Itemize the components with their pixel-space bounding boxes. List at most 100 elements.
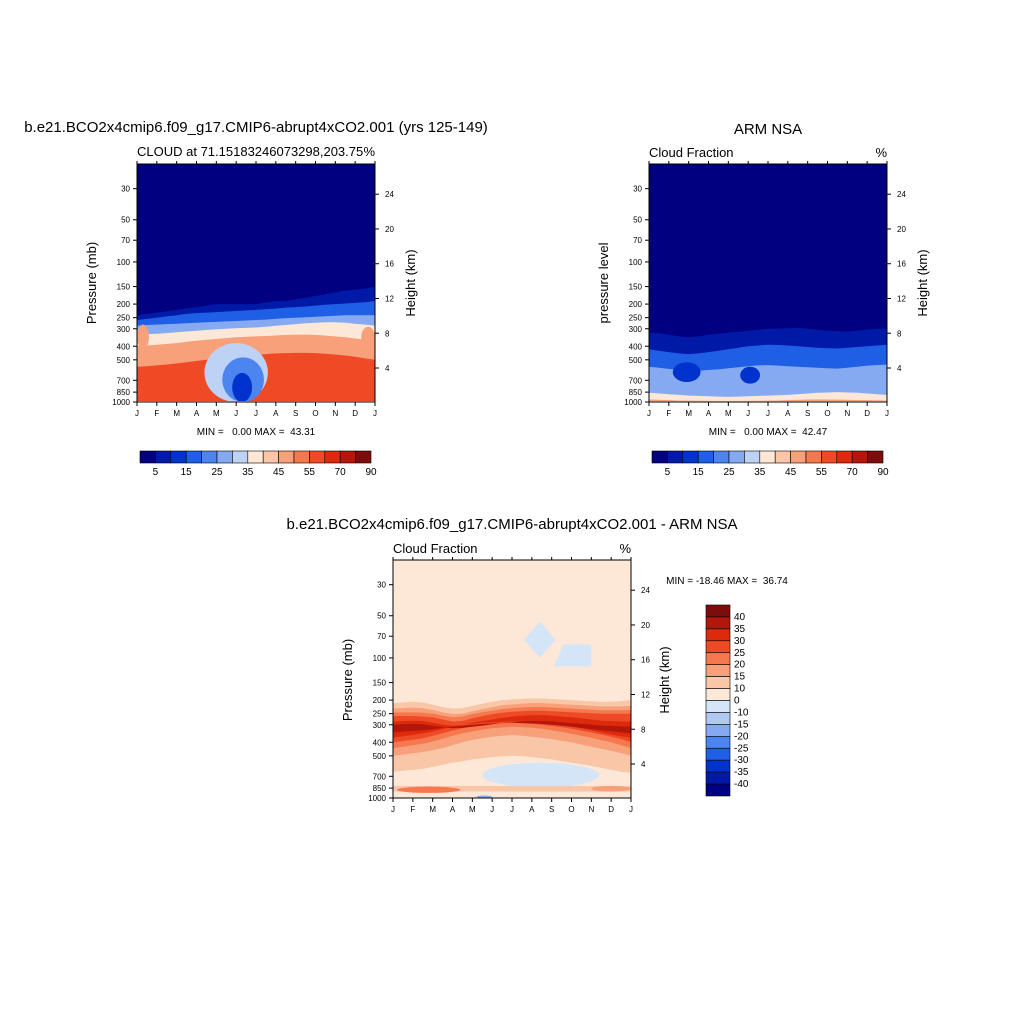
- field-layers: [137, 164, 375, 402]
- colorbar-label: -40: [734, 779, 749, 790]
- colorbar-label: -10: [734, 707, 749, 718]
- panel-2-field: [393, 560, 631, 798]
- x-tick-label: M: [725, 409, 732, 418]
- colorbar-label: -25: [734, 743, 749, 754]
- x-tick-label: J: [373, 409, 377, 418]
- y-tick-label: 100: [373, 654, 387, 663]
- colorbar-swatch: [705, 652, 731, 665]
- y-right-tick-label: 12: [641, 690, 650, 699]
- colorbar-swatch: [697, 450, 714, 464]
- colorbar-swatch: [705, 688, 731, 701]
- y-tick-label: 850: [629, 388, 643, 397]
- colorbar-label: 30: [734, 636, 746, 647]
- contour-fill: [393, 715, 631, 738]
- colorbar-label: 25: [211, 467, 223, 478]
- colorbar-swatch: [821, 450, 838, 464]
- colorbar-swatch: [262, 450, 279, 464]
- x-tick-label: A: [450, 805, 456, 814]
- y-tick-label: 250: [373, 710, 387, 719]
- colorbar-label: 5: [153, 467, 159, 478]
- colorbar-swatch: [705, 664, 731, 677]
- y-tick-label: 200: [373, 696, 387, 705]
- contour-fill: [393, 721, 631, 734]
- y-right-tick-label: 12: [897, 294, 906, 303]
- colorbar-label: 10: [734, 684, 746, 695]
- y-tick-label: 500: [629, 356, 643, 365]
- panel-obs: ARM NSA Cloud Fraction % pressure level …: [596, 121, 930, 438]
- colorbar-swatch: [216, 450, 233, 464]
- panel-diff-left-string: Cloud Fraction: [393, 541, 478, 556]
- colorbar-swatch: [201, 450, 218, 464]
- panel-diff-ylabel: Pressure (mb): [340, 639, 355, 721]
- colorbar-swatch: [867, 450, 884, 464]
- y-tick-label: 1000: [112, 398, 130, 407]
- x-tick-label: J: [647, 409, 651, 418]
- colorbar-label: -30: [734, 755, 749, 766]
- y-tick-label: 30: [121, 185, 130, 194]
- y-right-tick-label: 24: [641, 586, 650, 595]
- y-tick-label: 70: [633, 236, 642, 245]
- y-tick-label: 500: [373, 752, 387, 761]
- colorbar-swatch: [705, 747, 731, 761]
- colorbar-swatch: [682, 450, 699, 464]
- contour-fill: [591, 785, 631, 792]
- y-right-tick-label: 16: [641, 656, 650, 665]
- y-right-tick-label: 24: [897, 190, 906, 199]
- x-tick-label: J: [135, 409, 139, 418]
- colorbar-swatch: [705, 616, 731, 630]
- colorbar-swatch: [705, 628, 731, 642]
- y-right-tick-label: 20: [641, 621, 650, 630]
- y-tick-label: 30: [633, 185, 642, 194]
- colorbar-swatch: [309, 450, 326, 464]
- x-tick-label: S: [549, 805, 554, 814]
- contour-fill: [553, 644, 592, 667]
- y-tick-label: 300: [117, 325, 131, 334]
- y-tick-label: 150: [373, 679, 387, 688]
- colorbar-label: 15: [181, 467, 193, 478]
- colorbar-label: 45: [273, 467, 285, 478]
- y-tick-label: 850: [117, 388, 131, 397]
- colorbar-swatch: [805, 450, 822, 464]
- y-right-tick-label: 4: [385, 364, 390, 373]
- colorbar-label: 25: [723, 467, 735, 478]
- y-right-tick-label: 4: [897, 364, 902, 373]
- colorbar-swatch: [705, 736, 731, 749]
- panel-0-field: [137, 164, 375, 402]
- panel-model-title: b.e21.BCO2x4cmip6.f09_g17.CMIP6-abrupt4x…: [24, 119, 488, 136]
- y-right-tick-label: 16: [897, 260, 906, 269]
- x-tick-label: A: [273, 409, 279, 418]
- panel-obs-units: %: [875, 145, 887, 160]
- field-layers: [649, 164, 887, 402]
- y-tick-label: 1000: [368, 794, 386, 803]
- x-tick-label: F: [666, 409, 671, 418]
- x-tick-label: J: [885, 409, 889, 418]
- x-tick-label: N: [844, 409, 850, 418]
- x-tick-label: J: [746, 409, 750, 418]
- colorbar-label: 0: [734, 696, 740, 707]
- x-tick-label: J: [510, 805, 514, 814]
- panel-1-field: [649, 164, 887, 402]
- x-tick-label: D: [352, 409, 358, 418]
- colorbar-label: 20: [734, 660, 746, 671]
- y-right-tick-label: 24: [385, 190, 394, 199]
- contour-fill: [232, 372, 253, 402]
- y-tick-label: 50: [121, 216, 130, 225]
- x-tick-label: J: [254, 409, 258, 418]
- colorbar-label: 90: [365, 467, 377, 478]
- panel-model: b.e21.BCO2x4cmip6.f09_g17.CMIP6-abrupt4x…: [24, 119, 488, 438]
- x-tick-label: J: [234, 409, 238, 418]
- colorbar-swatch: [759, 450, 776, 464]
- y-right-tick-label: 16: [385, 260, 394, 269]
- x-tick-label: D: [608, 805, 614, 814]
- colorbar-swatch: [324, 450, 341, 464]
- y-right-tick-label: 8: [385, 329, 390, 338]
- y-tick-label: 70: [121, 236, 130, 245]
- colorbar-swatch: [293, 450, 310, 464]
- panel-diff-units: %: [619, 541, 631, 556]
- x-tick-label: A: [194, 409, 200, 418]
- y-right-tick-label: 20: [385, 225, 394, 234]
- y-tick-label: 100: [629, 258, 643, 267]
- y-tick-label: 1000: [624, 398, 642, 407]
- colorbar-swatch: [247, 450, 264, 464]
- panel-1-colorbar: 5 15 25 35 45 55 70 90: [651, 450, 889, 478]
